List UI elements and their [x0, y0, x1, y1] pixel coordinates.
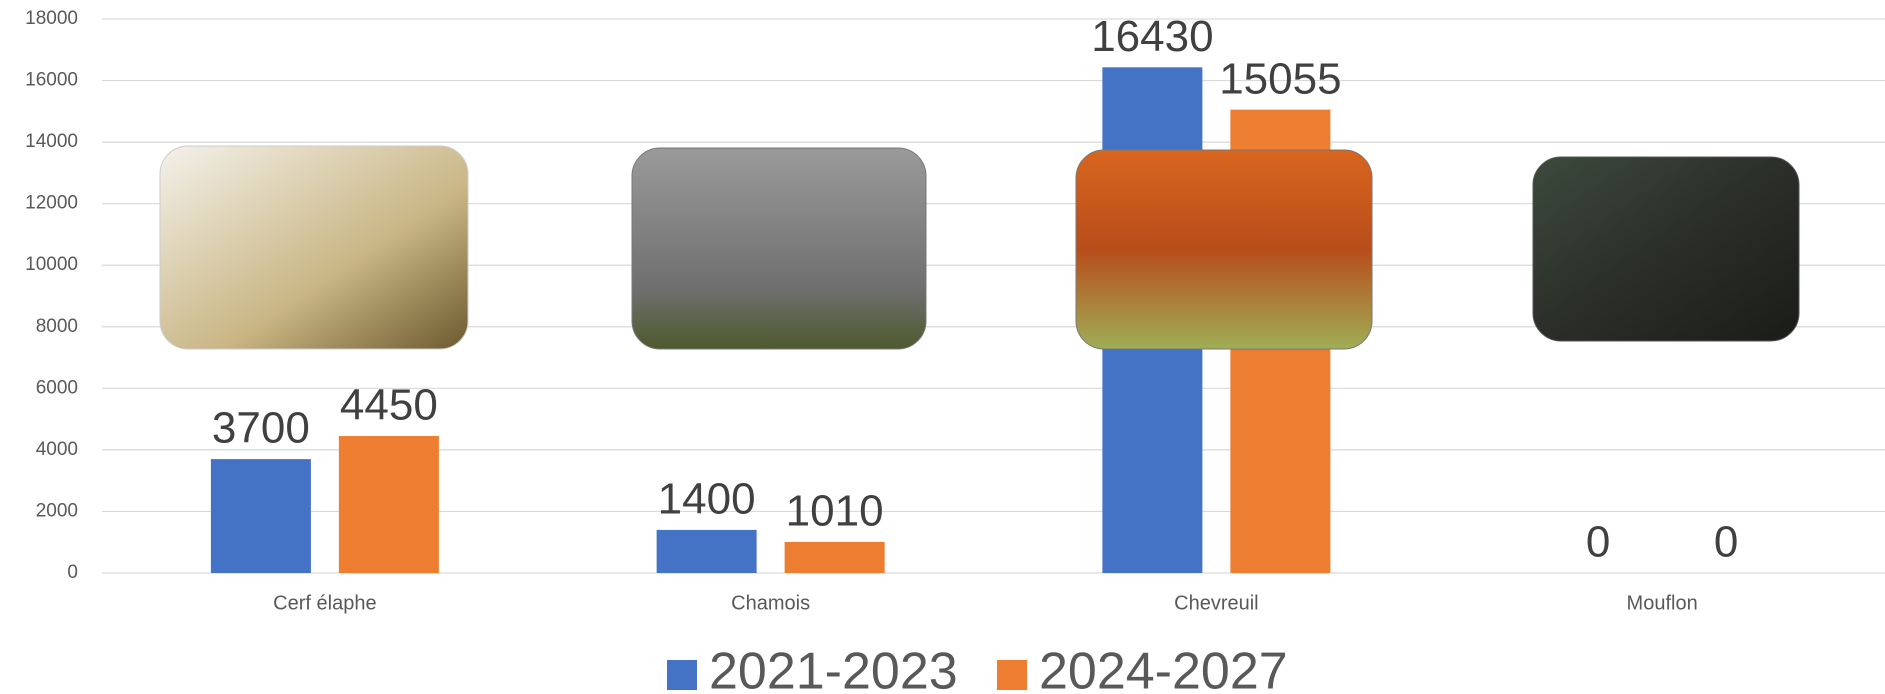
photos	[160, 146, 1799, 349]
value-label: 3700	[212, 404, 310, 453]
y-tick-label: 16000	[25, 70, 78, 91]
value-label: 4450	[340, 381, 438, 430]
value-label: 15055	[1219, 54, 1341, 103]
x-tick-label: Mouflon	[1627, 592, 1698, 614]
photo-red-deer	[160, 146, 468, 349]
bar	[339, 436, 439, 573]
y-tick-label: 0	[67, 562, 78, 583]
value-label: 0	[1714, 518, 1738, 567]
y-tick-label: 10000	[25, 254, 78, 275]
y-tick-label: 4000	[36, 439, 78, 460]
x-tick-label: Chamois	[731, 592, 810, 614]
y-tick-label: 8000	[36, 316, 78, 337]
photo-mouflon	[1533, 157, 1799, 341]
y-tick-label: 18000	[25, 8, 78, 29]
y-tick-label: 14000	[25, 131, 78, 152]
value-label: 16430	[1091, 12, 1213, 61]
legend-label: 2021-2023	[709, 643, 958, 694]
y-tick-label: 12000	[25, 193, 78, 214]
bar	[657, 530, 757, 573]
page: {"chart_data": {"type": "bar", "categori…	[0, 0, 1885, 694]
x-tick-label: Cerf élaphe	[273, 592, 376, 614]
photo-chamois	[632, 148, 926, 349]
photo-roe-deer	[1076, 150, 1372, 349]
legend-swatch	[667, 660, 697, 690]
y-tick-label: 6000	[36, 377, 78, 398]
legend-swatch	[997, 660, 1027, 690]
bar	[785, 542, 885, 573]
chart: 0200040006000800010000120001400016000180…	[0, 0, 1885, 694]
x-tick-label: Chevreuil	[1174, 592, 1258, 614]
bar	[211, 459, 311, 573]
value-label: 1010	[786, 487, 884, 536]
value-label: 1400	[658, 475, 756, 524]
y-tick-label: 2000	[36, 500, 78, 521]
value-label: 0	[1586, 518, 1610, 567]
legend-label: 2024-2027	[1039, 643, 1288, 694]
